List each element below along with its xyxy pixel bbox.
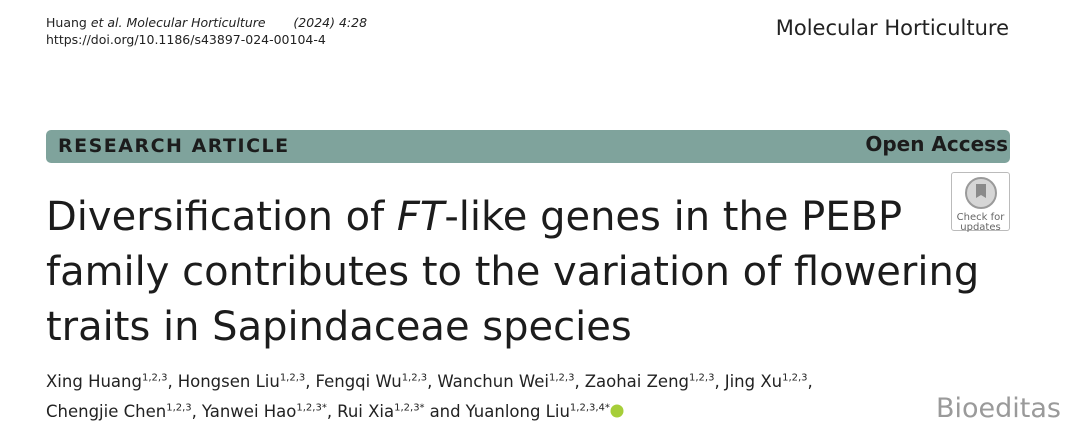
author-affiliation: 1,2,3 (782, 372, 808, 383)
article-banner: RESEARCH ARTICLE Open Access (46, 130, 1010, 163)
doi[interactable]: https://doi.org/10.1186/s43897-024-00104… (46, 32, 326, 47)
title-text: Diversification of (46, 194, 397, 240)
author-name: Yuanlong Liu (465, 402, 570, 421)
citation-author: Huang (46, 15, 87, 30)
author-separator: , (326, 402, 333, 421)
author: Zaohai Zeng1,2,3, (585, 372, 725, 391)
author-separator: , (807, 371, 813, 391)
open-access: Open Access (865, 132, 1008, 156)
author-separator: , (191, 402, 197, 421)
author-separator: , (167, 371, 173, 391)
title-line: traits in Sapindaceae species (46, 304, 632, 350)
author: Xing Huang1,2,3, (46, 372, 178, 391)
author-affiliation: 1,2,3 (689, 372, 715, 383)
author: Wanchun Wei1,2,3, (437, 372, 584, 391)
author-list: Xing Huang1,2,3, Hongsen Liu1,2,3, Fengqi … (46, 364, 926, 425)
watermark: Bioeditas (936, 393, 1061, 424)
citation-journal: et al. Molecular Horticulture (90, 15, 266, 30)
author: Chengjie Chen1,2,3, (46, 402, 202, 421)
author: Hongsen Liu1,2,3, (178, 372, 316, 391)
title-line: Diversification of FT-like genes in the … (46, 190, 979, 245)
article-type: RESEARCH ARTICLE (58, 135, 290, 157)
title-line: family contributes to the variation of f… (46, 249, 980, 295)
author-name: Zaohai Zeng (584, 371, 689, 391)
author-name: Wanchun Wei (437, 371, 549, 391)
citation-year: (2024) 4:28 (293, 15, 368, 30)
title-italic: FT (396, 194, 445, 240)
author-name: Hongsen Liu (177, 371, 280, 391)
author-affiliation: 1,2,3 (549, 372, 575, 383)
author-affiliation: 1,2,3 (141, 372, 168, 383)
author-name: Xing Huang (46, 371, 142, 391)
author-affiliation: 1,2,3 (279, 372, 306, 383)
author-affiliation: 1,2,3,4* (569, 402, 610, 414)
author-separator: , (714, 371, 720, 391)
badge-text: updates (960, 222, 1001, 233)
author-name: Fengqi Wu (315, 371, 402, 391)
author-separator: and (429, 402, 461, 421)
author: Yanwei Hao1,2,3*, (202, 402, 337, 421)
badge-text: Check for (956, 212, 1005, 223)
author-name: Chengjie Chen (46, 402, 167, 421)
author-affiliation: 1,2,3* (394, 402, 425, 414)
author-name: Jing Xu (724, 371, 783, 391)
author-name: Yanwei Hao (201, 402, 297, 421)
title-text: -like genes in the PEBP (444, 194, 903, 240)
journal-name: Molecular Horticulture (775, 16, 1009, 40)
badge-icon (964, 177, 997, 209)
author: Yuanlong Liu1,2,3,4* (466, 402, 624, 421)
orcid-circle (610, 404, 624, 418)
author-affiliation: 1,2,3 (401, 372, 428, 383)
article-title: Diversification of FT-like genes in the … (46, 190, 979, 355)
author: Fengqi Wu1,2,3, (316, 372, 438, 391)
orcid-icon[interactable] (610, 404, 624, 418)
author-separator: , (574, 371, 580, 391)
citation-line: Huang et al. Molecular Horticulture (202… (46, 14, 367, 31)
author: Rui Xia1,2,3* and (337, 402, 466, 421)
author-separator: , (305, 371, 311, 391)
author-affiliation: 1,2,3 (166, 402, 192, 414)
author-separator: , (427, 371, 433, 391)
author-name: Rui Xia (337, 402, 395, 421)
author: Jing Xu1,2,3, (725, 372, 818, 391)
author-affiliation: 1,2,3* (296, 402, 327, 414)
citation: Huang et al. Molecular Horticulture (202… (46, 14, 367, 48)
check-updates-badge[interactable]: Check for updates (951, 172, 1010, 233)
